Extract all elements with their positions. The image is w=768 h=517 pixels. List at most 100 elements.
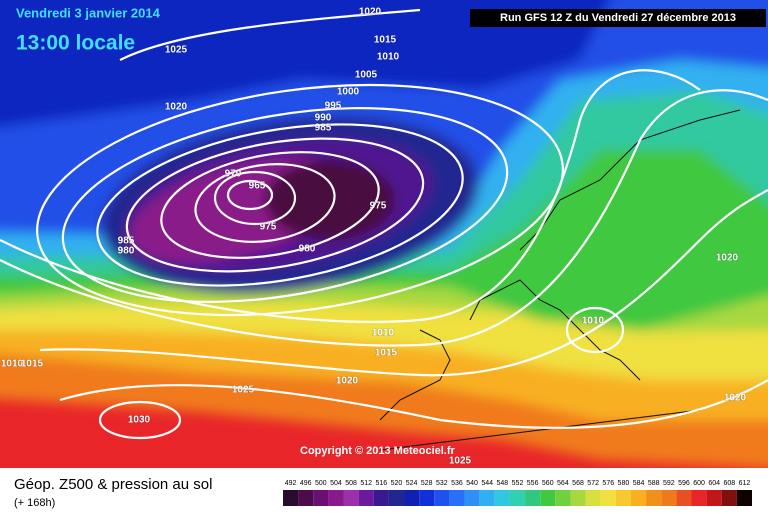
isobar-label: 975 [370, 201, 387, 212]
legend-label: 520 [391, 480, 403, 487]
isobar-label: 1010 [372, 328, 395, 339]
legend-label: 600 [693, 480, 705, 487]
legend-swatch [585, 490, 601, 506]
isobar-label: 1020 [359, 7, 382, 18]
run-box [470, 9, 766, 27]
legend-swatch [373, 490, 389, 506]
legend-label: 596 [678, 480, 690, 487]
isobar-label: 1020 [724, 393, 747, 404]
legend-label: 544 [481, 480, 493, 487]
legend-label: 572 [587, 480, 599, 487]
legend-swatch [283, 490, 299, 506]
legend-swatch [555, 490, 571, 506]
legend-label: 492 [285, 480, 297, 487]
legend-swatch [615, 490, 631, 506]
legend-swatch [313, 490, 329, 506]
legend-label: 604 [708, 480, 720, 487]
legend-label: 524 [406, 480, 418, 487]
isobar-label: 1030 [128, 415, 151, 426]
isobar-label: 965 [249, 181, 266, 192]
legend-swatch [736, 490, 752, 506]
isobar-label: 1020 [165, 102, 188, 113]
legend-swatch [721, 490, 737, 506]
isobar-label: 1015 [375, 348, 398, 359]
legend-label: 536 [451, 480, 463, 487]
isobar-label: 985 [118, 236, 135, 247]
legend-label: 588 [648, 480, 660, 487]
legend-label: 556 [527, 480, 539, 487]
footer-title: Géop. Z500 & pression au sol [14, 476, 212, 493]
isobar-label: 1020 [716, 253, 739, 264]
color-legend: 492 496 500 504 508 512 516 520 524 528 532 536 540 5… [283, 480, 752, 506]
forecast-time: 13:00 locale [16, 32, 135, 55]
legend-swatch [540, 490, 556, 506]
isobar-label: 1000 [337, 87, 360, 98]
legend-label: 516 [375, 480, 387, 487]
legend-label: 504 [330, 480, 342, 487]
isobar-label: 1010 [582, 316, 605, 327]
legend-label: 592 [663, 480, 675, 487]
isobar-label: 995 [325, 101, 342, 112]
legend-swatch [661, 490, 677, 506]
isobar-label: 1025 [232, 385, 255, 396]
legend-label: 608 [723, 480, 735, 487]
legend-label: 512 [360, 480, 372, 487]
isobar-label: 1025 [449, 456, 472, 467]
legend-swatch [464, 490, 480, 506]
legend-swatch [358, 490, 374, 506]
legend-swatch [494, 490, 510, 506]
legend-swatch [419, 490, 435, 506]
legend-label: 548 [497, 480, 509, 487]
isobar-label: 985 [315, 123, 332, 134]
legend-label: 532 [436, 480, 448, 487]
legend-swatch [479, 490, 495, 506]
isobar-label: 980 [118, 246, 135, 257]
legend-label: 496 [300, 480, 312, 487]
legend-label: 540 [466, 480, 478, 487]
run-info: Run GFS 12 Z du Vendredi 27 décembre 201… [500, 12, 736, 24]
isobar-label: 990 [315, 113, 332, 124]
geopotential-field [0, 0, 768, 469]
legend-label: 552 [512, 480, 524, 487]
legend-label: 560 [542, 480, 554, 487]
legend-label: 500 [315, 480, 327, 487]
legend-swatch [630, 490, 647, 506]
isobar-label: 1015 [21, 359, 44, 370]
isobar-label: 1015 [374, 35, 397, 46]
legend-swatch [434, 490, 450, 506]
footer-lead: (+ 168h) [14, 497, 55, 509]
isobar-label: 1005 [355, 70, 378, 81]
legend-label: 528 [421, 480, 433, 487]
legend-swatch [343, 490, 359, 506]
isobar-label: 1010 [377, 52, 400, 63]
legend-swatch [509, 490, 526, 506]
legend-label: 576 [602, 480, 614, 487]
legend-label: 564 [557, 480, 569, 487]
legend-label: 612 [739, 480, 751, 487]
legend-label: 568 [572, 480, 584, 487]
isobar-label: 1010 [1, 359, 24, 370]
legend-swatch [449, 490, 465, 506]
isobar-label: 975 [260, 222, 277, 233]
copyright: Copyright © 2013 Meteociel.fr [300, 445, 456, 457]
isobars [0, 8, 768, 440]
isobar-label: 970 [225, 169, 242, 180]
isobar-label: 980 [299, 244, 316, 255]
isobar-label: 1025 [165, 45, 188, 56]
legend-swatch [525, 490, 541, 506]
legend-swatch [691, 490, 707, 506]
legend-label: 580 [618, 480, 630, 487]
legend-swatch [570, 490, 586, 506]
legend-swatch [328, 490, 344, 506]
legend-label: 584 [633, 480, 645, 487]
forecast-date: Vendredi 3 janvier 2014 [16, 5, 161, 20]
legend-swatch [646, 490, 662, 506]
legend-swatch [600, 490, 616, 506]
isobar-label: 1020 [336, 376, 359, 387]
legend-swatch [388, 490, 405, 506]
legend-swatch [404, 490, 420, 506]
legend-swatch [298, 490, 314, 506]
isobar-labels: 1020102510151010100510009959909851020970… [0, 6, 747, 467]
